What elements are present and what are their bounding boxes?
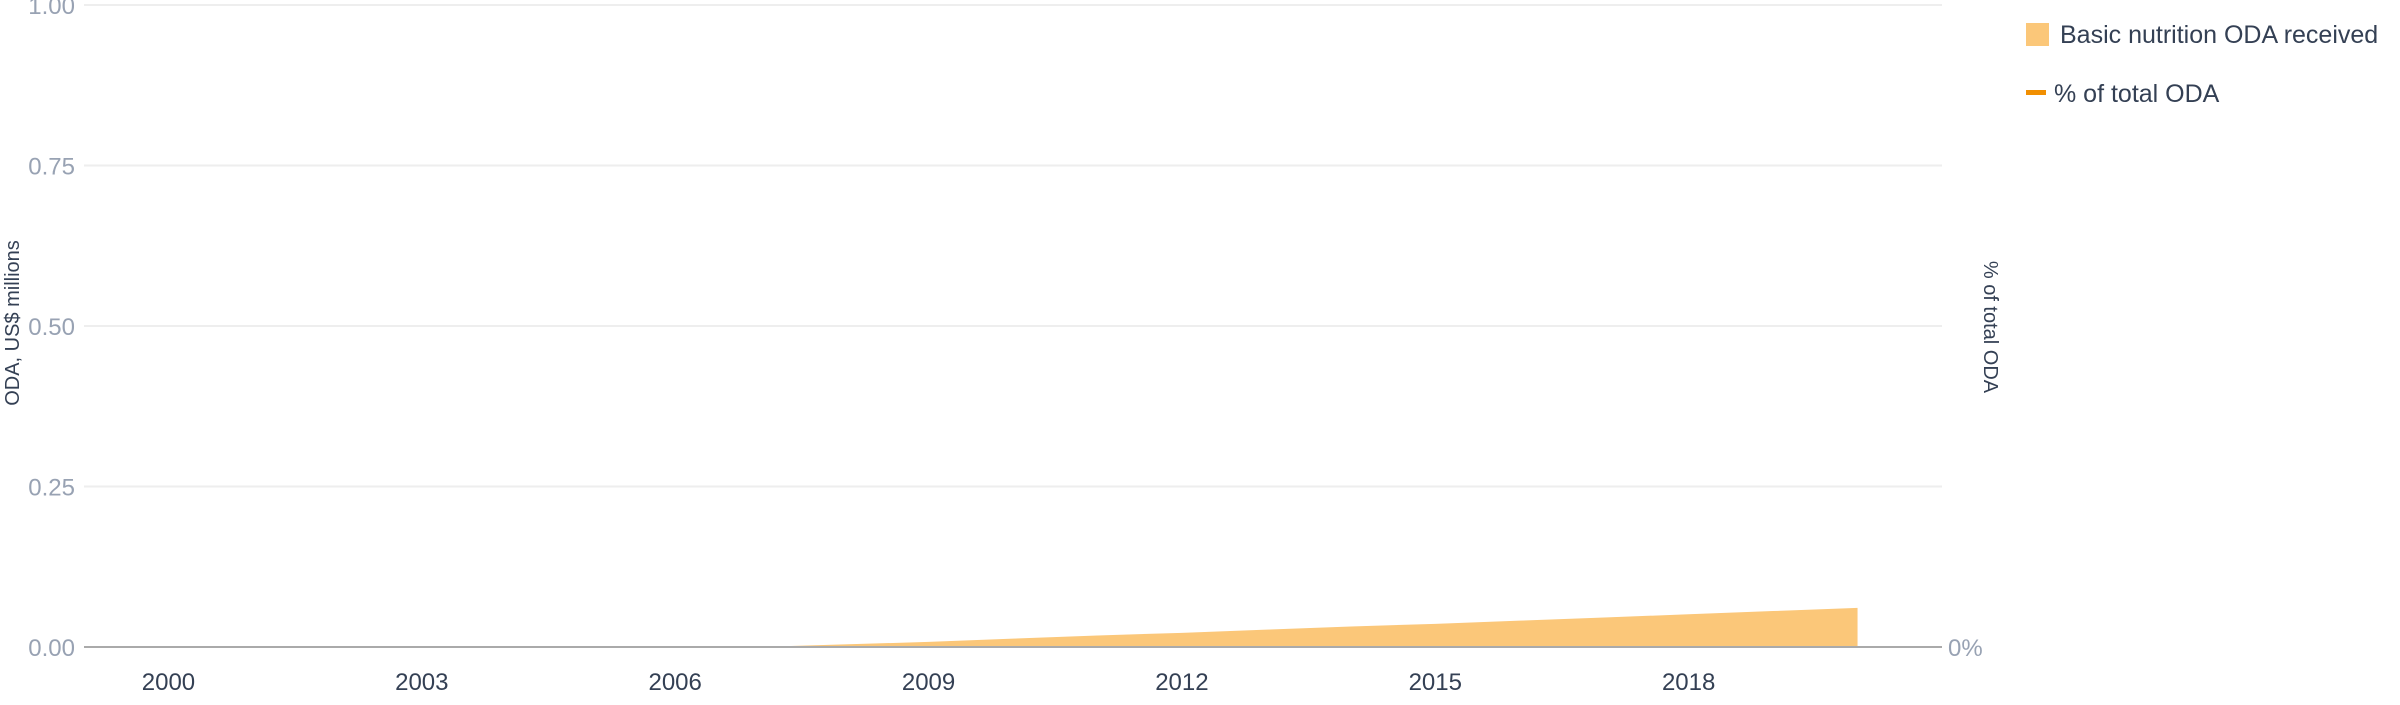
- legend-item-line[interactable]: % of total ODA: [2026, 80, 2220, 108]
- x-tick-label: 2018: [1662, 669, 1715, 696]
- x-tick-label: 2000: [142, 669, 195, 696]
- y-tick-label: 0.50: [28, 314, 75, 341]
- x-tick-label: 2012: [1155, 669, 1208, 696]
- x-tick-label: 2015: [1409, 669, 1462, 696]
- y-axis-right-ticks: 0%: [1948, 635, 1983, 662]
- legend-item-area[interactable]: Basic nutrition ODA received: [2026, 21, 2378, 49]
- y-axis-right-title: % of total ODA: [1979, 261, 2001, 394]
- y-right-tick-label: 0%: [1948, 635, 1983, 662]
- legend-swatch-area: [2026, 23, 2049, 46]
- x-axis-ticks: 2000 2003 2006 2009 2012 2015 2018: [142, 669, 1716, 696]
- y-axis-left-ticks: 0.00 0.25 0.50 0.75 1.00: [28, 0, 75, 662]
- x-tick-label: 2006: [648, 669, 701, 696]
- x-tick-label: 2009: [902, 669, 955, 696]
- legend: Basic nutrition ODA received % of total …: [2026, 21, 2378, 108]
- area-basic-nutrition-oda[interactable]: [84, 607, 1858, 647]
- y-axis-left-title: ODA, US$ millions: [2, 240, 24, 406]
- y-tick-label: 0.25: [28, 475, 75, 502]
- y-tick-label: 1.00: [28, 0, 75, 20]
- y-tick-label: 0.00: [28, 635, 75, 662]
- y-tick-label: 0.75: [28, 154, 75, 181]
- legend-label-area: Basic nutrition ODA received: [2060, 21, 2378, 49]
- legend-swatch-line: [2026, 90, 2046, 95]
- gridlines: [84, 4, 1942, 488]
- legend-label-line: % of total ODA: [2054, 80, 2220, 108]
- x-tick-label: 2003: [395, 669, 448, 696]
- area-series-layer: [84, 607, 1858, 647]
